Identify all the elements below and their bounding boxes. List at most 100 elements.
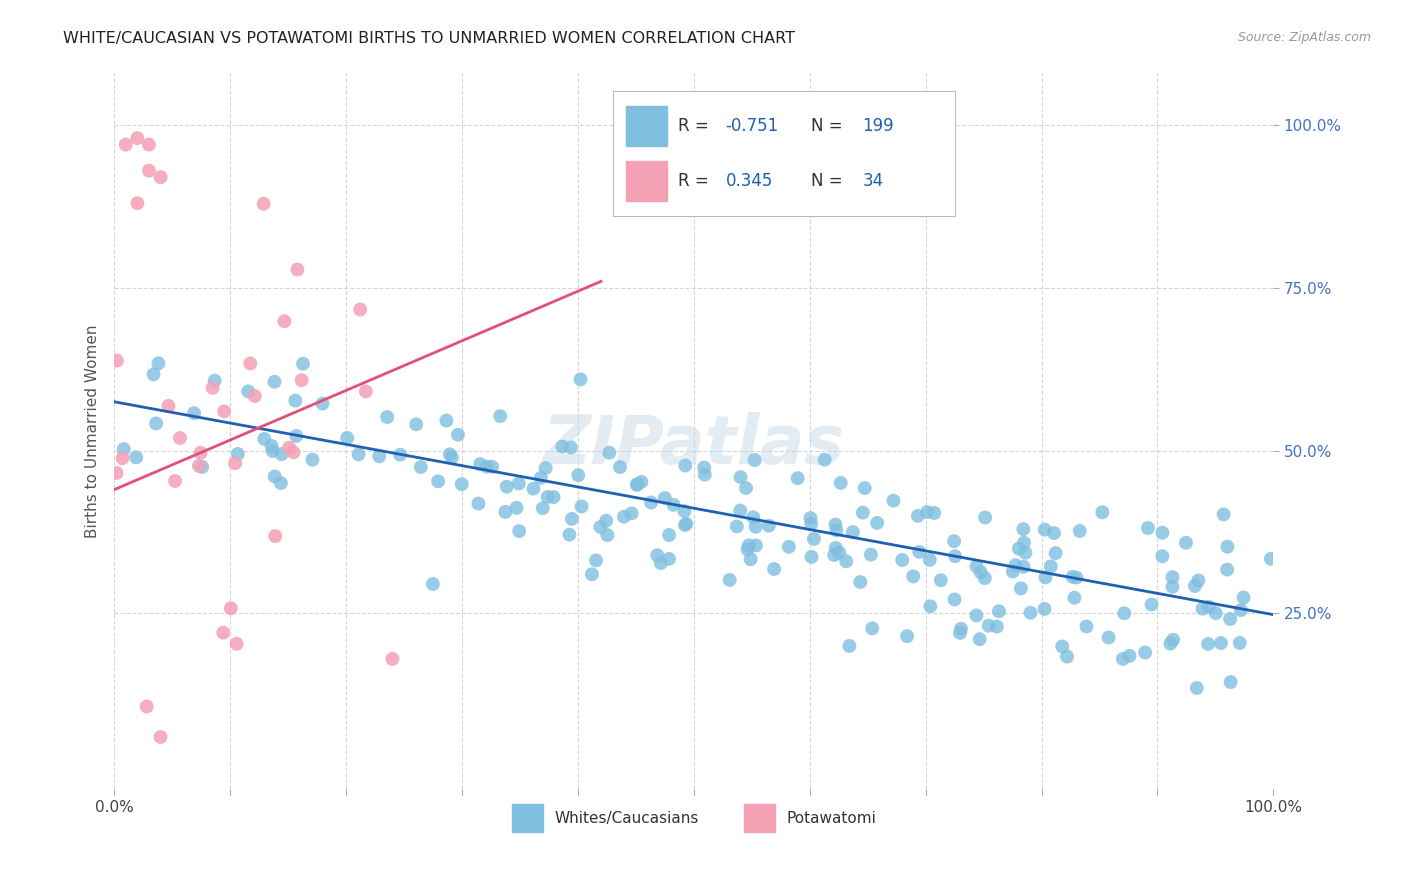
Point [467,497,489,511]
Point [114,137,136,152]
Point [543,490,565,504]
Point [1045,546,1067,560]
Point [860,621,883,635]
Point [907,508,929,523]
Point [204,374,226,388]
Point [1118,648,1140,663]
Point [1010,582,1032,596]
Point [758,518,780,533]
Point [368,449,391,463]
Point [537,490,560,504]
Point [1229,636,1251,650]
Point [450,477,472,491]
Point [389,448,412,462]
Point [778,540,800,554]
Point [866,516,889,530]
Point [190,446,212,460]
Point [311,396,333,410]
Point [1140,598,1163,612]
Point [799,511,821,525]
Point [354,384,377,399]
Point [598,446,620,460]
Point [253,432,276,446]
Point [191,459,214,474]
Point [292,357,315,371]
Point [439,447,461,461]
Point [1063,591,1085,605]
Point [149,730,172,744]
Point [447,427,470,442]
Point [658,552,681,566]
Point [1019,606,1042,620]
Point [745,539,768,553]
Point [943,592,966,607]
Point [1014,546,1036,560]
Point [212,404,235,418]
Point [918,553,941,567]
Point [561,512,583,526]
Point [1033,602,1056,616]
Point [495,480,517,494]
Point [1052,640,1074,654]
Text: Source: ZipAtlas.com: Source: ZipAtlas.com [1237,31,1371,45]
Point [1069,524,1091,538]
Point [803,532,825,546]
Point [814,452,837,467]
Point [273,314,295,328]
Point [138,163,160,178]
Point [1062,570,1084,584]
Point [1133,645,1156,659]
Point [896,629,918,643]
Point [786,471,808,485]
Point [148,356,170,370]
Point [1159,636,1181,650]
Point [800,516,823,531]
Point [1043,526,1066,541]
Point [830,475,852,490]
Point [1097,631,1119,645]
Point [270,447,292,461]
Point [1039,559,1062,574]
Point [609,460,631,475]
Point [613,509,636,524]
Point [859,548,882,562]
Text: WHITE/CAUCASIAN VS POTAWATOMI BIRTHS TO UNMARRIED WOMEN CORRELATION CHART: WHITE/CAUCASIAN VS POTAWATOMI BIRTHS TO … [63,31,796,46]
Point [595,514,617,528]
Point [823,548,845,562]
Point [270,476,292,491]
Point [1212,508,1234,522]
Point [1152,525,1174,540]
Point [127,196,149,211]
Point [640,495,662,509]
Point [800,549,823,564]
Point [1216,563,1239,577]
Point [589,520,612,534]
Point [571,500,593,514]
Point [1260,551,1282,566]
Point [675,516,697,531]
Point [1197,637,1219,651]
Point [1191,601,1213,615]
Point [1012,535,1035,549]
Point [522,482,544,496]
Point [264,529,287,543]
Point [1136,521,1159,535]
Point [852,506,875,520]
Text: Whites/Caucasians: Whites/Caucasians [555,811,699,826]
Point [1056,649,1078,664]
Point [212,625,235,640]
Point [738,538,761,552]
Point [974,510,997,524]
Point [645,548,668,562]
Point [987,604,1010,618]
Point [239,356,262,370]
Point [145,417,167,431]
Point [1161,570,1184,584]
Point [620,506,643,520]
Point [1066,571,1088,585]
Point [283,445,305,459]
Point [558,527,581,541]
Point [824,541,846,555]
Point [977,618,1000,632]
Point [825,524,848,538]
